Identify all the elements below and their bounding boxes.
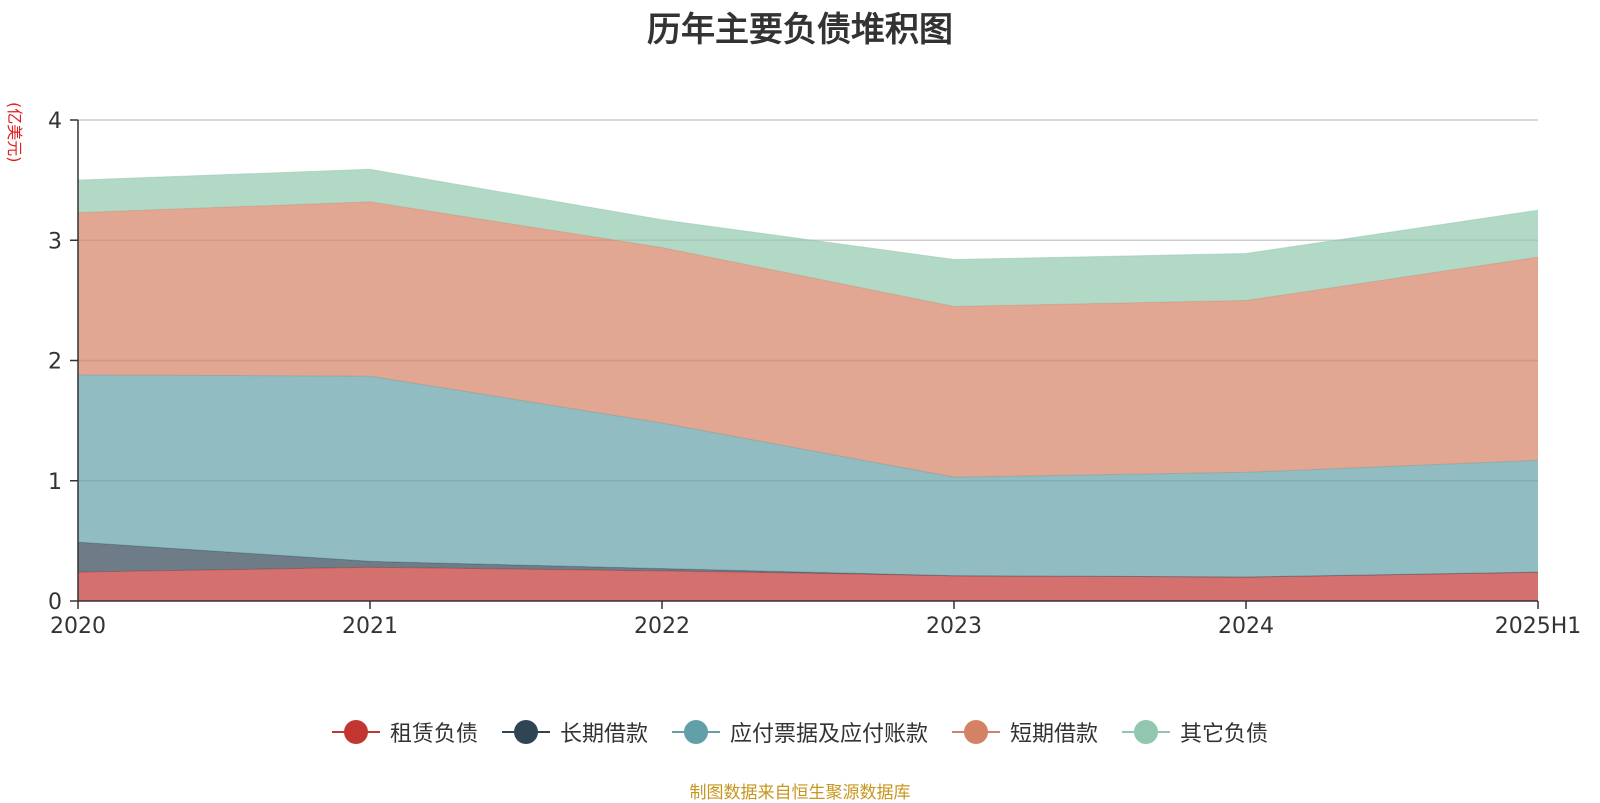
y-tick-label: 0 (48, 590, 62, 615)
legend-item[interactable]: 租赁负债 (331, 716, 478, 748)
legend-dot (964, 720, 988, 744)
legend: 租赁负债 长期借款 应付票据及应付账款 短期借款 其它负债 (0, 716, 1600, 748)
legend-label: 应付票据及应付账款 (729, 722, 928, 747)
x-tick-label: 2022 (634, 614, 690, 639)
y-tick-label: 1 (48, 470, 62, 495)
legend-label: 其它负债 (1180, 722, 1269, 747)
legend-swatch-icon (952, 720, 1000, 744)
legend-dot (343, 720, 368, 744)
y-tick-label: 4 (48, 109, 62, 134)
legend-label: 短期借款 (1010, 722, 1099, 747)
y-tick-label: 2 (48, 350, 62, 375)
area-series-1 (78, 567, 1538, 601)
data-source-note: 制图数据来自恒生聚源数据库 (689, 783, 911, 803)
legend-label: 租赁负债 (389, 722, 478, 747)
legend-item[interactable]: 应付票据及应付账款 (671, 716, 928, 748)
legend-item[interactable]: 长期借款 (501, 716, 648, 748)
legend-dot (683, 720, 708, 744)
legend-dot (513, 720, 538, 744)
legend-swatch-icon (331, 720, 380, 744)
area-edge-5 (77, 168, 1539, 261)
y-tick-label: 3 (48, 229, 62, 254)
legend-swatch-icon (671, 720, 720, 744)
legend-item[interactable]: 其它负债 (1122, 716, 1268, 748)
area-series-3 (78, 374, 1538, 577)
legend-label: 长期借款 (559, 722, 648, 747)
axes: 0 1 2 3 4 2020 2021 2022 2023 2024 2025H1 (48, 109, 1581, 639)
x-tick-label: 2025H1 (1495, 614, 1582, 639)
x-tick-label: 2021 (342, 614, 398, 639)
x-tick-label: 2024 (1218, 614, 1274, 639)
area-series (77, 168, 1539, 601)
x-tick-label: 2020 (50, 614, 106, 639)
legend-item[interactable]: 短期借款 (952, 716, 1098, 748)
area-series-4 (78, 201, 1538, 478)
area-series-5 (78, 169, 1538, 307)
legend-dot (1134, 720, 1159, 744)
legend-swatch-icon (501, 720, 550, 744)
stacked-area-chart: 0 1 2 3 4 2020 2021 2022 2023 2024 2025H1 (48, 109, 1581, 639)
x-tick-label: 2023 (926, 614, 982, 639)
chart-title: 历年主要负债堆积图 (647, 10, 953, 50)
legend-swatch-icon (1122, 720, 1171, 744)
